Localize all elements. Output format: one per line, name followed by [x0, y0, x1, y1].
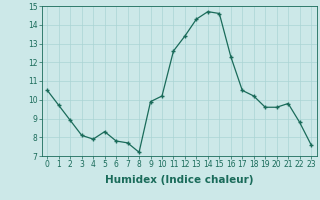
X-axis label: Humidex (Indice chaleur): Humidex (Indice chaleur) — [105, 175, 253, 185]
